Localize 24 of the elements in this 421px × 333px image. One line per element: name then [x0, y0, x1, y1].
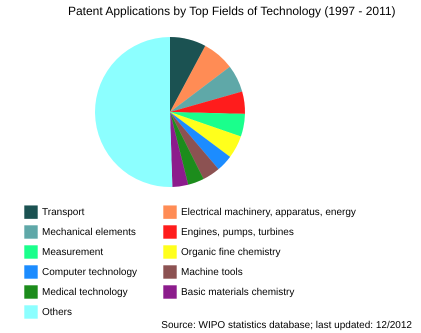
pie-slice	[170, 92, 245, 114]
pie-slice	[170, 112, 219, 180]
legend-label: Computer technology	[42, 267, 138, 278]
legend-label: Mechanical elements	[42, 227, 136, 238]
legend-label: Organic fine chemistry	[181, 247, 280, 258]
legend-label: Measurement	[42, 247, 104, 258]
pie-slice	[95, 37, 172, 187]
legend-label: Machine tools	[181, 267, 243, 278]
pie-slice	[170, 112, 245, 137]
legend-label: Basic materials chemistry	[181, 287, 294, 298]
pie-slice	[170, 112, 204, 185]
source-note: Source: WIPO statistics database; last updated: 12/2012	[161, 320, 412, 331]
chart-title: Patent Applications by Top Fields of Technology (1997 - 2011)	[68, 4, 396, 18]
legend-label: Electrical machinery, apparatus, energy	[181, 207, 356, 218]
pie-slice	[170, 37, 206, 112]
legend-label: Engines, pumps, turbines	[181, 227, 294, 238]
legend-label: Others	[42, 307, 72, 318]
pie-slice	[170, 66, 242, 112]
pie-slice	[170, 46, 230, 112]
pie-slice	[170, 112, 188, 187]
legend-label: Medical technology	[42, 287, 128, 298]
pie-slice	[170, 112, 230, 170]
pie-slice	[170, 112, 241, 157]
legend-label: Transport	[42, 207, 85, 218]
